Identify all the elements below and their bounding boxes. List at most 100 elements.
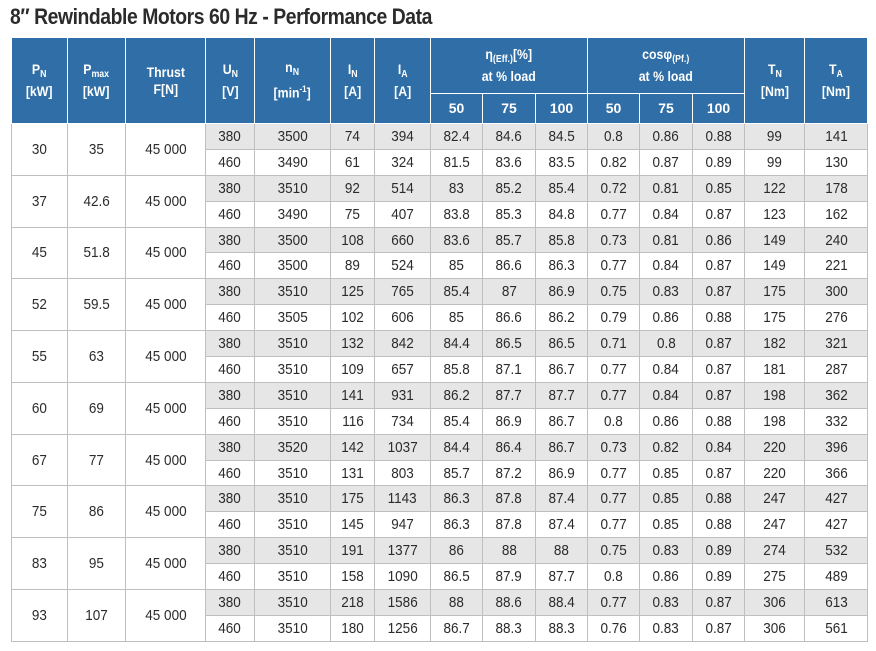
cell-tn: 247 [744,511,806,539]
cell-in: 132 [330,330,375,358]
cell-eff-100: 84.8 [534,200,589,228]
cell-eff-50: 85.4 [430,278,483,306]
table-row: 30 35 45 000 380 3500 74 394 82.4 84.6 84.5 0.8 0.8… [11,123,869,176]
header-un: UN [V] [205,37,255,124]
cell-pf-75: 0.85 [639,459,694,487]
table-row: 67 77 45 000 380 3520 142 1037 84.4 86.4 86.7 0.73… [11,433,869,487]
cell-pf-50: 0.73 [587,226,641,254]
cell-ia: 1143 [374,485,431,513]
cell-tn: 274 [744,537,806,565]
cell-ta: 396 [804,433,869,461]
cell-pn: 60 [11,381,68,435]
cell-in: 145 [330,511,375,539]
cell-pf-75: 0.85 [639,511,694,539]
cell-in: 141 [330,381,375,409]
cell-ia: 1037 [374,433,431,461]
cell-ta: 300 [804,278,869,306]
cell-pn: 67 [11,433,68,487]
cell-pf-75: 0.86 [639,123,694,150]
cell-tn: 122 [744,174,806,202]
cell-eff-75: 85.3 [482,200,536,228]
cell-thrust: 45 000 [125,123,206,176]
cell-ta: 362 [804,381,869,409]
cell-in: 75 [330,200,375,228]
cell-nn: 3510 [254,381,331,409]
cell-in: 102 [330,304,375,332]
cell-pf-50: 0.77 [587,589,641,616]
cell-eff-75: 87.9 [482,563,536,591]
cell-pf-75: 0.83 [639,278,694,306]
cell-un: 460 [205,200,255,228]
header-ta: TA [Nm] [804,37,869,124]
cell-ia: 931 [374,381,431,409]
cell-pf-75: 0.84 [639,381,694,409]
cell-thrust: 45 000 [125,330,206,383]
cell-pf-100: 0.87 [692,330,746,358]
table-row: 60 69 45 000 380 3510 141 931 86.2 87.7 87.7 0.77 0… [11,381,869,435]
cell-pn: 93 [11,589,68,642]
cell-eff-75: 86.4 [482,433,536,461]
cell-nn: 3510 [254,511,331,539]
cell-eff-100: 86.7 [534,433,589,461]
cell-ta: 276 [804,304,869,332]
cell-ta: 332 [804,407,869,435]
cell-tn: 306 [744,589,806,616]
cell-nn: 3490 [254,148,331,176]
cell-pf-100: 0.88 [692,511,746,539]
cell-in: 125 [330,278,375,306]
cell-thrust: 45 000 [125,485,206,539]
table-row: 460 3490 75 407 83.8 85.3 84.8 0.77 0.84 0.87 123 1… [12,200,869,228]
cell-pf-75: 0.83 [639,589,694,616]
cell-un: 380 [205,433,255,461]
header-pmax: Pmax [kW] [67,37,126,124]
cell-thrust: 45 000 [125,537,206,591]
cell-pf-50: 0.8 [587,563,641,591]
cell-nn: 3510 [254,278,331,306]
cell-eff-50: 86.2 [430,381,483,409]
cell-in: 92 [330,174,375,202]
cell-ta: 130 [804,148,869,176]
cell-ta: 366 [804,459,869,487]
cell-pmax: 35 [67,123,126,176]
table-row: 52 59.5 45 000 380 3510 125 765 85.4 87 86.9 0.75 0… [11,278,869,332]
cell-tn: 198 [744,381,806,409]
header-pf-50: 50 [587,93,641,124]
cell-nn: 3510 [254,563,331,591]
cell-un: 380 [205,537,255,565]
performance-table: PN [kW] Pmax [kW] Thrust F[N] UN [V] nN [min-… [11,37,869,642]
cell-eff-75: 87.7 [482,381,536,409]
cell-pmax: 107 [67,589,126,642]
cell-eff-75: 87.8 [482,485,536,513]
cell-eff-100: 88 [534,537,589,565]
cell-pf-50: 0.77 [587,252,641,280]
cell-un: 460 [205,563,255,591]
cell-in: 180 [330,614,375,642]
cell-thrust: 45 000 [125,226,206,280]
cell-eff-75: 88.3 [482,614,536,642]
cell-pf-75: 0.86 [639,304,694,332]
cell-eff-100: 86.7 [534,356,589,383]
cell-ta: 178 [804,174,869,202]
table-row: 83 95 45 000 380 3510 191 1377 86 88 88 0.75 0.83 0.… [11,537,869,591]
cell-pf-100: 0.88 [692,407,746,435]
cell-ia: 606 [374,304,431,332]
cell-pn: 52 [11,278,68,332]
cell-un: 460 [205,407,255,435]
table-row: 460 3510 109 657 85.8 87.1 86.7 0.77 0.84 0.87 181… [12,356,869,383]
cell-pf-100: 0.89 [692,148,746,176]
cell-pf-50: 0.8 [587,407,641,435]
cell-pf-100: 0.85 [692,174,746,202]
cell-ia: 660 [374,226,431,254]
cell-pf-100: 0.84 [692,433,746,461]
cell-eff-50: 84.4 [430,330,483,358]
cell-eff-100: 86.9 [534,278,589,306]
cell-pf-75: 0.81 [639,226,694,254]
cell-pf-75: 0.84 [639,356,694,383]
cell-pf-50: 0.72 [587,174,641,202]
cell-thrust: 45 000 [125,174,206,228]
cell-nn: 3500 [254,123,331,150]
cell-eff-100: 86.7 [534,407,589,435]
cell-nn: 3510 [254,485,331,513]
cell-pf-75: 0.8 [639,330,694,358]
cell-eff-75: 87 [482,278,536,306]
